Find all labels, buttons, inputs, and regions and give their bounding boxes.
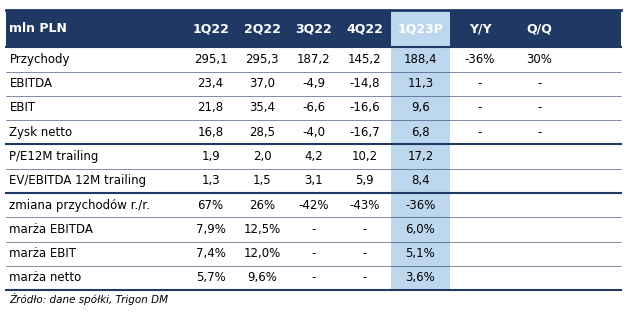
Text: -43%: -43% [350,199,380,212]
Text: 12,5%: 12,5% [243,223,281,236]
Text: 9,6: 9,6 [411,101,429,114]
Text: 4Q22: 4Q22 [347,22,383,35]
FancyBboxPatch shape [391,144,450,169]
Text: 3,6%: 3,6% [406,272,435,285]
FancyBboxPatch shape [391,10,450,47]
Text: 1,9: 1,9 [201,150,220,163]
FancyBboxPatch shape [391,47,450,72]
Text: 188,4: 188,4 [404,53,437,66]
Text: -: - [537,77,542,90]
FancyBboxPatch shape [391,242,450,266]
Text: 35,4: 35,4 [249,101,275,114]
Text: -16,7: -16,7 [350,126,380,139]
Text: 23,4: 23,4 [198,77,224,90]
Text: -: - [312,247,315,260]
Text: zmiana przychodów r./r.: zmiana przychodów r./r. [9,199,150,212]
Text: 6,8: 6,8 [411,126,429,139]
Text: -: - [363,272,367,285]
Text: -6,6: -6,6 [302,101,325,114]
FancyBboxPatch shape [391,193,450,217]
Text: 28,5: 28,5 [249,126,275,139]
Text: 5,9: 5,9 [356,174,374,187]
Text: 16,8: 16,8 [198,126,224,139]
Text: -: - [478,77,482,90]
Text: -: - [537,126,542,139]
Text: 1Q23P: 1Q23P [398,22,443,35]
Text: -: - [478,126,482,139]
FancyBboxPatch shape [6,10,621,47]
FancyBboxPatch shape [391,266,450,290]
Text: Y/Y: Y/Y [468,22,492,35]
Text: 3Q22: 3Q22 [295,22,332,35]
Text: -4,9: -4,9 [302,77,325,90]
Text: 30%: 30% [527,53,552,66]
Text: 67%: 67% [198,199,224,212]
Text: 1Q22: 1Q22 [192,22,229,35]
Text: 1,5: 1,5 [253,174,271,187]
Text: 5,7%: 5,7% [196,272,226,285]
Text: 295,1: 295,1 [194,53,228,66]
Text: 9,6%: 9,6% [247,272,277,285]
Text: 1,3: 1,3 [201,174,220,187]
Text: -: - [537,101,542,114]
Text: 7,9%: 7,9% [196,223,226,236]
Text: -36%: -36% [465,53,495,66]
Text: 4,2: 4,2 [304,150,323,163]
Text: 3,1: 3,1 [304,174,323,187]
Text: Zysk netto: Zysk netto [9,126,73,139]
Text: marża netto: marża netto [9,272,82,285]
FancyBboxPatch shape [391,96,450,120]
Text: EBITDA: EBITDA [9,77,53,90]
FancyBboxPatch shape [391,169,450,193]
Text: -: - [312,272,315,285]
Text: marża EBITDA: marża EBITDA [9,223,93,236]
Text: -42%: -42% [298,199,329,212]
Text: -: - [478,101,482,114]
Text: EV/EBITDA 12M trailing: EV/EBITDA 12M trailing [9,174,147,187]
Text: 295,3: 295,3 [245,53,279,66]
Text: -36%: -36% [405,199,436,212]
Text: 26%: 26% [249,199,275,212]
Text: Q/Q: Q/Q [527,22,552,35]
Text: -: - [312,223,315,236]
Text: 37,0: 37,0 [249,77,275,90]
Text: EBIT: EBIT [9,101,36,114]
Text: 6,0%: 6,0% [406,223,435,236]
Text: -16,6: -16,6 [350,101,380,114]
Text: -14,8: -14,8 [350,77,380,90]
Text: marża EBIT: marża EBIT [9,247,76,260]
Text: 187,2: 187,2 [297,53,330,66]
Text: 11,3: 11,3 [408,77,433,90]
Text: -: - [363,247,367,260]
Text: 145,2: 145,2 [348,53,382,66]
Text: 12,0%: 12,0% [243,247,281,260]
Text: 2Q22: 2Q22 [244,22,280,35]
Text: Przychody: Przychody [9,53,70,66]
Text: Żródło: dane spółki, Trigon DM: Żródło: dane spółki, Trigon DM [9,293,169,305]
Text: -: - [363,223,367,236]
Text: -4,0: -4,0 [302,126,325,139]
Text: 5,1%: 5,1% [406,247,435,260]
Text: 2,0: 2,0 [253,150,271,163]
FancyBboxPatch shape [391,72,450,96]
Text: 17,2: 17,2 [408,150,433,163]
Text: 8,4: 8,4 [411,174,429,187]
FancyBboxPatch shape [391,217,450,242]
FancyBboxPatch shape [391,120,450,144]
Text: 21,8: 21,8 [198,101,224,114]
Text: 7,4%: 7,4% [196,247,226,260]
Text: 10,2: 10,2 [352,150,378,163]
Text: mln PLN: mln PLN [9,22,67,35]
Text: P/E12M trailing: P/E12M trailing [9,150,99,163]
